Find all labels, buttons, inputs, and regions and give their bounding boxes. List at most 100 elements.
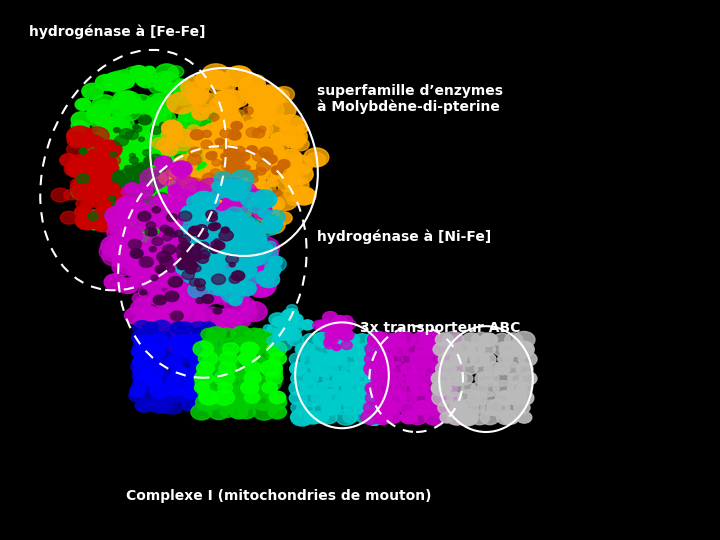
Circle shape <box>440 412 454 423</box>
Circle shape <box>205 210 224 224</box>
Circle shape <box>210 347 228 360</box>
Circle shape <box>174 169 187 179</box>
Circle shape <box>379 380 400 396</box>
Circle shape <box>228 130 240 139</box>
Circle shape <box>86 176 105 191</box>
Circle shape <box>178 162 204 183</box>
Circle shape <box>287 329 302 340</box>
Circle shape <box>175 245 187 254</box>
Circle shape <box>456 409 478 426</box>
Circle shape <box>242 145 254 155</box>
Circle shape <box>134 143 161 164</box>
Circle shape <box>100 170 111 178</box>
Circle shape <box>288 118 305 131</box>
Circle shape <box>130 148 144 159</box>
Circle shape <box>224 289 240 301</box>
Circle shape <box>95 141 107 150</box>
Circle shape <box>270 160 297 180</box>
Circle shape <box>199 134 221 150</box>
Circle shape <box>84 163 104 177</box>
Circle shape <box>189 168 202 178</box>
Circle shape <box>275 212 292 225</box>
Circle shape <box>258 194 275 207</box>
Circle shape <box>436 362 455 376</box>
Circle shape <box>186 368 210 385</box>
Circle shape <box>400 392 416 404</box>
Circle shape <box>224 146 237 155</box>
Circle shape <box>111 152 131 167</box>
Circle shape <box>175 247 189 258</box>
Circle shape <box>220 227 233 237</box>
Circle shape <box>311 361 330 376</box>
Circle shape <box>68 161 83 173</box>
Circle shape <box>186 251 197 259</box>
Circle shape <box>223 172 233 179</box>
Circle shape <box>212 187 228 199</box>
Circle shape <box>204 256 225 272</box>
Circle shape <box>217 284 244 304</box>
Circle shape <box>470 402 485 413</box>
Circle shape <box>241 338 257 350</box>
Circle shape <box>87 176 106 190</box>
Circle shape <box>280 320 297 333</box>
Circle shape <box>135 252 147 261</box>
Circle shape <box>94 171 119 190</box>
Circle shape <box>507 390 527 406</box>
Circle shape <box>91 165 104 175</box>
Circle shape <box>279 150 302 167</box>
Circle shape <box>248 133 269 149</box>
Circle shape <box>248 170 258 178</box>
Circle shape <box>285 176 309 194</box>
Circle shape <box>104 174 129 193</box>
Circle shape <box>166 129 192 149</box>
Circle shape <box>192 262 220 283</box>
Circle shape <box>187 295 202 306</box>
Circle shape <box>239 298 255 310</box>
Circle shape <box>233 146 255 163</box>
Circle shape <box>148 187 155 193</box>
Circle shape <box>216 217 244 238</box>
Circle shape <box>144 169 172 191</box>
Circle shape <box>145 159 169 177</box>
Circle shape <box>197 254 209 264</box>
Circle shape <box>71 179 84 189</box>
Circle shape <box>197 269 207 277</box>
Circle shape <box>152 388 174 404</box>
Circle shape <box>155 268 181 287</box>
Circle shape <box>238 405 256 419</box>
Circle shape <box>222 232 246 249</box>
Circle shape <box>87 148 108 164</box>
Circle shape <box>220 249 240 264</box>
Circle shape <box>115 170 141 190</box>
Circle shape <box>212 165 237 184</box>
Circle shape <box>201 328 217 340</box>
Circle shape <box>224 234 248 252</box>
Circle shape <box>246 274 276 297</box>
Circle shape <box>213 164 236 181</box>
Circle shape <box>211 260 235 278</box>
Circle shape <box>229 141 246 154</box>
Circle shape <box>214 114 225 122</box>
Circle shape <box>119 149 135 161</box>
Circle shape <box>233 146 246 156</box>
Circle shape <box>472 332 491 347</box>
Circle shape <box>481 400 501 415</box>
Circle shape <box>225 66 253 86</box>
Text: hydrogénase à [Ni-Fe]: hydrogénase à [Ni-Fe] <box>317 230 491 244</box>
Circle shape <box>211 204 224 214</box>
Circle shape <box>222 234 236 245</box>
Circle shape <box>192 203 220 225</box>
Circle shape <box>186 242 204 255</box>
Circle shape <box>95 175 112 188</box>
Circle shape <box>202 64 230 85</box>
Circle shape <box>139 279 170 303</box>
Circle shape <box>71 112 93 128</box>
Circle shape <box>410 350 433 368</box>
Circle shape <box>270 100 296 120</box>
Circle shape <box>70 155 88 169</box>
Circle shape <box>206 350 225 364</box>
Circle shape <box>257 271 279 288</box>
Circle shape <box>208 261 236 282</box>
Circle shape <box>99 242 125 261</box>
Circle shape <box>238 76 264 96</box>
